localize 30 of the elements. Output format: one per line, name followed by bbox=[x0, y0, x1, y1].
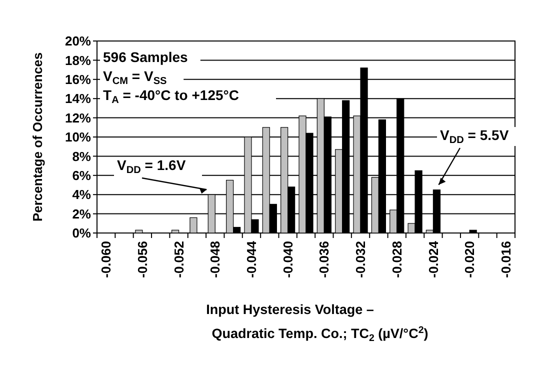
x-tick-label: -0.024 bbox=[426, 240, 441, 278]
y-tick-label: 16% bbox=[64, 72, 92, 87]
y-tick-label: 6% bbox=[72, 168, 92, 183]
y-tick-label: 0% bbox=[72, 226, 92, 241]
y-tick-label: 10% bbox=[64, 130, 92, 145]
x-tick-label: -0.048 bbox=[208, 241, 223, 278]
y-tick-label: 12% bbox=[64, 110, 92, 126]
x-tick-label: -0.060 bbox=[98, 241, 114, 278]
x-tick-label: -0.036 bbox=[316, 241, 332, 278]
x-tick-label: -0.028 bbox=[389, 241, 404, 278]
y-axis-title: Percentage of Occurrences bbox=[30, 52, 45, 222]
y-tick-label: 20% bbox=[64, 34, 92, 49]
y-tick-label: 8% bbox=[72, 148, 92, 164]
x-tick-label: -0.020 bbox=[462, 241, 478, 278]
text: V$_{DD}$ = 5.5V bbox=[440, 127, 510, 146]
annotation: V$_{CM}$ = V$_{SS}$ bbox=[103, 68, 168, 87]
x-tick-label: -0.032 bbox=[353, 241, 368, 278]
x-tick-label: -0.040 bbox=[280, 241, 296, 278]
annotation: 596 Samples bbox=[103, 49, 188, 65]
x-tick-label: -0.016 bbox=[498, 241, 514, 278]
x-tick-label: -0.052 bbox=[171, 241, 186, 278]
y-tick-label: 2% bbox=[72, 206, 92, 222]
y-tick-label: 14% bbox=[64, 91, 92, 106]
x-axis-title: Input Hysteresis Voltage – Quadratic Temp. Co.; TC$_{2}$ (µV/°C$^{2}$) bbox=[206, 302, 428, 344]
y-tick-label: 18% bbox=[64, 52, 92, 68]
x-tick-label: -0.056 bbox=[134, 241, 150, 278]
text: V$_{DD}$ = 1.6V bbox=[117, 157, 186, 176]
annotation: T$_{A}$ = -40°C to +125°C bbox=[103, 87, 239, 106]
y-tick-label: 4% bbox=[72, 187, 92, 202]
x-tick-label: -0.044 bbox=[244, 240, 260, 278]
